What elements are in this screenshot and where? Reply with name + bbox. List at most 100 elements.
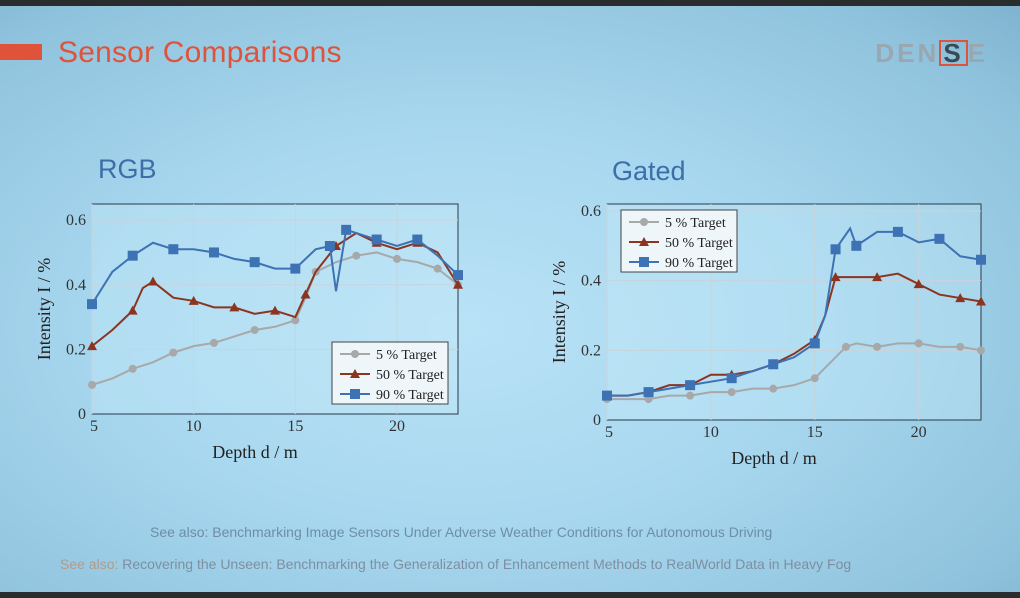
- data-point: [809, 338, 820, 349]
- x-tick-label: 10: [703, 424, 719, 441]
- gated-chart-title: Gated: [612, 156, 686, 186]
- data-point: [830, 244, 841, 255]
- data-point: [291, 316, 300, 325]
- y-tick-label: 0.6: [581, 203, 601, 220]
- data-point: [352, 251, 361, 260]
- x-tick-label: 20: [911, 424, 927, 441]
- y-tick-label: 0.2: [581, 342, 601, 359]
- data-point: [851, 240, 862, 251]
- data-point: [188, 295, 199, 305]
- data-point: [727, 388, 736, 397]
- data-point: [769, 384, 778, 393]
- data-point: [229, 302, 240, 312]
- data-point: [643, 387, 654, 398]
- data-point: [169, 348, 178, 357]
- data-point: [300, 289, 311, 299]
- data-point: [976, 296, 986, 306]
- data-point: [873, 342, 882, 351]
- data-point: [453, 270, 463, 281]
- data-point: [371, 234, 382, 245]
- x-tick-label: 15: [807, 424, 823, 441]
- data-point: [249, 257, 260, 268]
- logo-boxed-letter: S: [939, 40, 968, 66]
- data-point: [393, 254, 401, 263]
- data-point: [270, 305, 280, 315]
- data-point: [88, 380, 96, 389]
- x-axis-label: Depth d / m: [731, 448, 817, 468]
- data-point: [290, 263, 301, 274]
- y-tick-label: 0: [593, 412, 601, 429]
- data-point: [341, 224, 352, 235]
- slide-title: Sensor Comparisons: [58, 36, 342, 69]
- data-point: [830, 272, 841, 282]
- x-tick-label: 20: [389, 418, 405, 435]
- data-point: [210, 338, 218, 347]
- data-point: [412, 234, 423, 245]
- data-point: [810, 374, 819, 383]
- footer-reference-1[interactable]: See also: Benchmarking Image Sensors Und…: [150, 524, 773, 540]
- legend-label: 50 % Target: [665, 236, 733, 251]
- data-point: [892, 226, 903, 237]
- data-point: [209, 247, 219, 258]
- y-tick-label: 0: [78, 406, 86, 423]
- data-point: [685, 380, 696, 391]
- legend-label: 50 % Target: [376, 368, 444, 383]
- x-tick-label: 5: [90, 418, 98, 435]
- data-point: [934, 233, 945, 244]
- data-point: [913, 279, 924, 289]
- data-point: [250, 326, 259, 334]
- y-axis-label: Intensity I / %: [549, 261, 569, 363]
- logo-prefix: DEN: [875, 38, 940, 68]
- legend-label: 5 % Target: [376, 348, 437, 363]
- data-point: [956, 342, 965, 351]
- data-point: [726, 373, 737, 384]
- x-axis-label: Depth d / m: [212, 442, 298, 462]
- slide: Sensor Comparisons DEN S E RGB Gated 5 10 15…: [0, 6, 1020, 592]
- data-point: [433, 264, 442, 273]
- data-point: [914, 339, 923, 348]
- legend-marker: [351, 350, 359, 358]
- data-point: [768, 359, 779, 370]
- y-tick-label: 0.4: [66, 277, 86, 294]
- data-point: [977, 346, 985, 355]
- rgb-chart: 5 10 15 20 0 0.2 0.4 0.6 Depth d / m Intensity I …: [34, 203, 463, 462]
- legend-marker: [640, 218, 648, 226]
- series-line: [607, 272, 982, 397]
- data-point: [872, 272, 883, 282]
- footer-reference-2[interactable]: See also: Recovering the Unseen: Benchma…: [60, 556, 851, 572]
- y-tick-label: 0.4: [581, 273, 601, 290]
- title-accent-bar: [0, 44, 42, 60]
- x-tick-label: 10: [186, 418, 202, 435]
- data-point: [127, 305, 138, 315]
- data-point: [324, 241, 335, 251]
- dense-logo: DEN S E: [875, 38, 988, 69]
- logo-suffix: E: [967, 38, 988, 68]
- y-tick-label: 0.6: [66, 212, 86, 229]
- legend-marker: [350, 389, 360, 399]
- rgb-chart-title: RGB: [98, 154, 157, 184]
- legend-marker: [350, 369, 360, 378]
- data-point: [128, 364, 137, 373]
- data-point: [976, 254, 986, 265]
- x-tick-label: 15: [287, 418, 303, 435]
- data-point: [453, 279, 463, 289]
- data-point: [602, 390, 612, 401]
- footer-see-also-label: See also:: [60, 556, 119, 572]
- data-point: [87, 341, 97, 351]
- legend-label: 90 % Target: [665, 256, 733, 271]
- data-point: [955, 293, 966, 303]
- x-tick-label: 5: [605, 424, 613, 441]
- legend-label: 90 % Target: [376, 388, 444, 403]
- data-point: [168, 244, 179, 255]
- legend-marker: [639, 257, 649, 267]
- legend-label: 5 % Target: [665, 216, 726, 231]
- data-point: [686, 391, 695, 400]
- footer-reference-2-title: Recovering the Unseen: Benchmarking the …: [122, 556, 852, 572]
- data-point: [127, 250, 138, 261]
- data-point: [841, 342, 850, 351]
- data-point: [87, 299, 97, 310]
- y-axis-label: Intensity I / %: [34, 258, 54, 360]
- gated-chart: 5 10 15 20 0 0.2 0.4 0.6 Depth d / m Intensity I …: [549, 203, 986, 468]
- data-point: [148, 276, 158, 286]
- y-tick-label: 0.2: [66, 341, 86, 358]
